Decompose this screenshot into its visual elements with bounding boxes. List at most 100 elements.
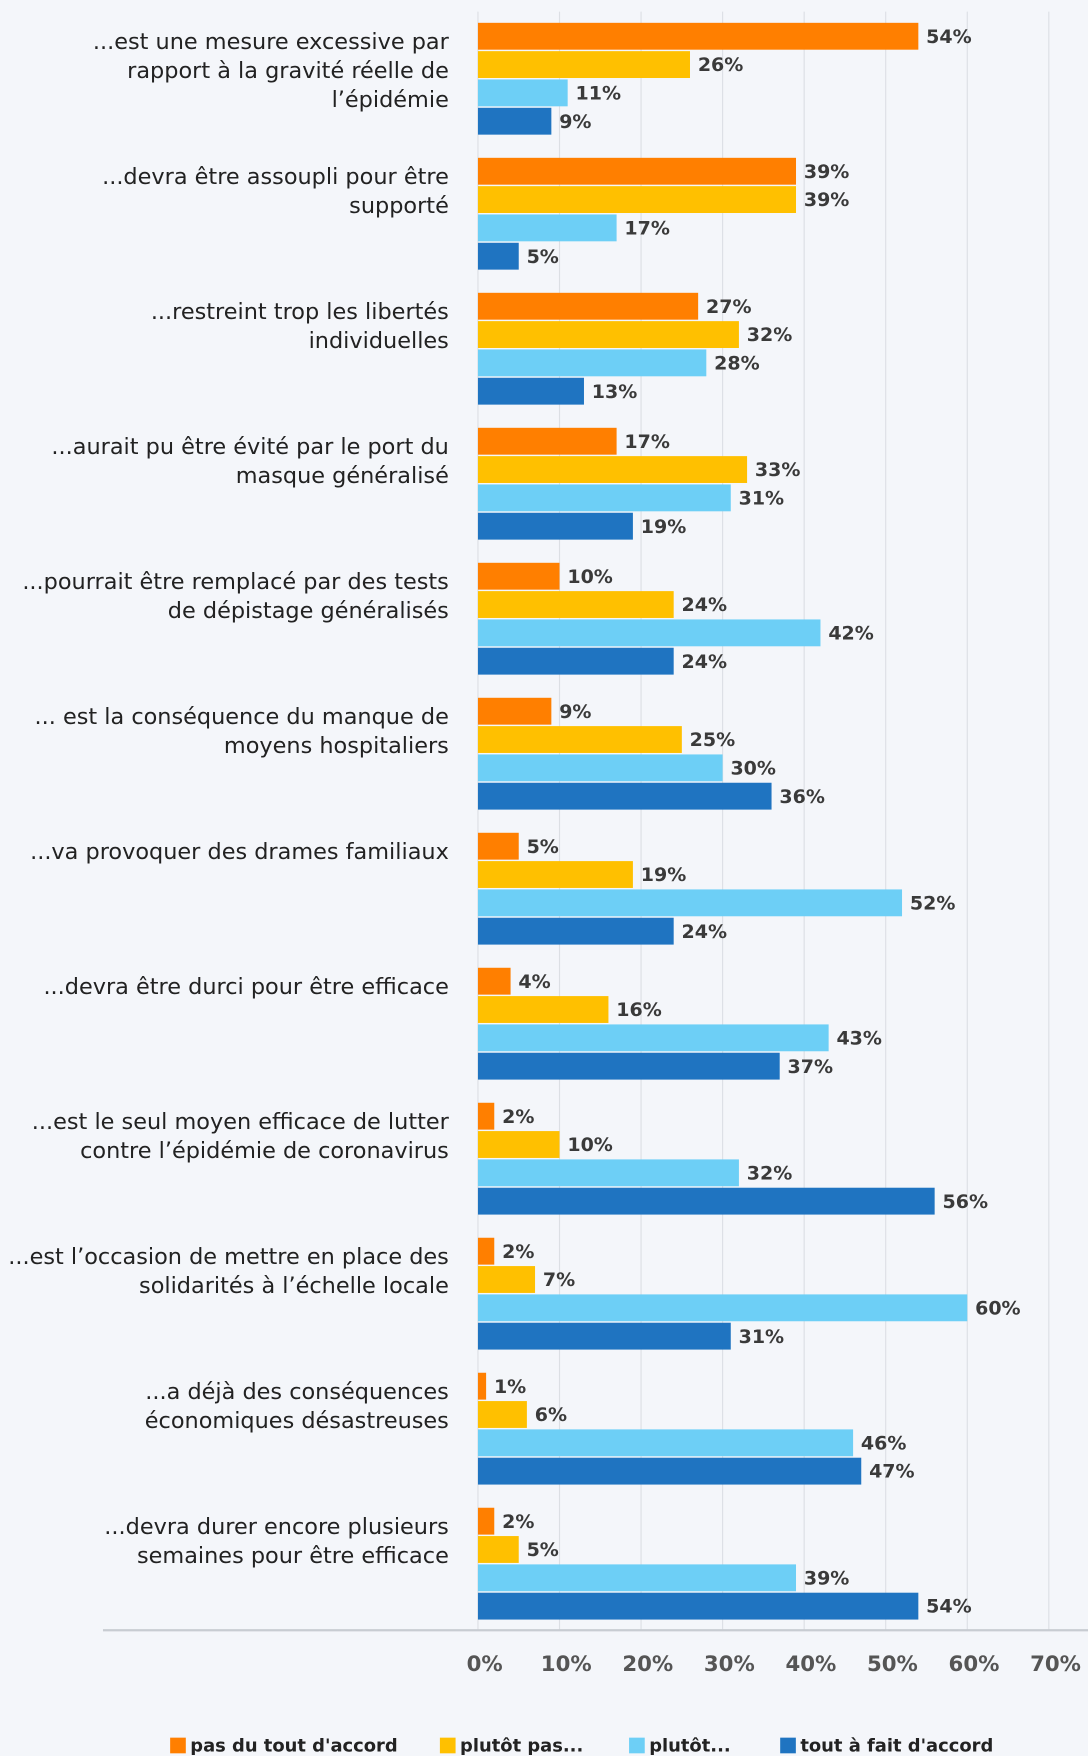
value-label: 4% — [518, 971, 550, 993]
x-tick-label: 30% — [704, 1652, 755, 1677]
bar — [477, 456, 748, 483]
value-label: 27% — [706, 296, 752, 318]
value-label: 46% — [861, 1432, 907, 1454]
bar — [477, 292, 699, 320]
value-label: 39% — [804, 1567, 850, 1589]
bar — [477, 349, 707, 377]
bar — [477, 1429, 854, 1457]
value-label: 32% — [747, 1162, 793, 1184]
category-label: ...devra être durci pour être efficace — [43, 973, 448, 999]
legend-label: plutôt... — [649, 1736, 730, 1756]
bar — [477, 754, 723, 782]
value-label: 39% — [804, 161, 850, 183]
value-label: 52% — [910, 892, 956, 914]
value-label: 54% — [926, 26, 972, 48]
value-label: 33% — [755, 459, 801, 481]
legend-swatch — [439, 1737, 456, 1754]
value-label: 31% — [739, 487, 785, 509]
legend-label: pas du tout d'accord — [190, 1736, 397, 1756]
bar — [477, 79, 568, 107]
x-tick-label: 70% — [1030, 1652, 1081, 1677]
bar — [477, 782, 772, 810]
bar — [477, 917, 674, 945]
bar — [477, 1131, 560, 1158]
bar — [477, 157, 797, 185]
bar — [477, 1266, 536, 1293]
category-label: ...devra être assoupli pour être supporté — [102, 163, 449, 218]
bar — [477, 889, 903, 917]
value-label: 13% — [592, 381, 638, 403]
value-label: 26% — [698, 54, 744, 76]
bar — [477, 1322, 731, 1350]
legend-swatch — [780, 1737, 796, 1754]
value-label: 36% — [779, 786, 825, 808]
value-label: 32% — [747, 324, 793, 346]
bar — [477, 512, 633, 540]
bar — [477, 1237, 495, 1265]
bar — [477, 1536, 519, 1563]
value-label: 17% — [624, 431, 670, 453]
bar — [477, 1372, 487, 1400]
value-label: 47% — [869, 1461, 915, 1483]
x-tick-label: 20% — [622, 1652, 673, 1677]
bar — [477, 967, 511, 995]
bar — [477, 214, 617, 242]
category-label: ...est une mesure excessive par rapport à… — [93, 28, 450, 112]
bar — [477, 647, 674, 675]
value-label: 10% — [567, 566, 613, 588]
legend-swatch — [170, 1737, 186, 1754]
value-label: 17% — [624, 218, 670, 240]
category-label: ...est l’occasion de mettre en place des… — [8, 1243, 449, 1298]
category-label: ...devra durer encore plusieurs semaines … — [104, 1513, 449, 1568]
value-label: 19% — [641, 864, 687, 886]
value-label: 9% — [559, 701, 591, 723]
bar — [477, 484, 731, 512]
legend-swatch — [629, 1737, 645, 1754]
bar — [477, 996, 609, 1023]
legend-label: plutôt pas... — [460, 1736, 583, 1756]
bar — [477, 1187, 935, 1215]
bar — [477, 1401, 527, 1428]
x-tick-label: 40% — [785, 1652, 836, 1677]
value-label: 16% — [616, 999, 662, 1021]
value-label: 30% — [730, 757, 776, 779]
x-tick-label: 10% — [541, 1652, 592, 1677]
bar — [477, 1024, 829, 1052]
value-label: 56% — [942, 1191, 988, 1213]
bar — [477, 1564, 797, 1592]
value-label: 24% — [682, 594, 728, 616]
value-label: 54% — [926, 1596, 972, 1618]
bar — [477, 1102, 495, 1130]
bar — [477, 562, 560, 590]
bar — [477, 107, 552, 135]
value-label: 37% — [788, 1056, 834, 1078]
value-label: 5% — [527, 246, 559, 268]
value-label: 9% — [559, 111, 591, 133]
bar — [477, 697, 552, 725]
value-label: 24% — [682, 921, 728, 943]
bar — [477, 832, 519, 860]
value-label: 7% — [543, 1269, 575, 1291]
value-label: 25% — [690, 729, 736, 751]
bar — [477, 1592, 919, 1620]
bar — [477, 726, 682, 753]
bar — [477, 51, 690, 79]
x-tick-label: 50% — [867, 1652, 918, 1677]
value-label: 5% — [527, 836, 559, 858]
bar — [477, 619, 821, 647]
legend-label: tout à fait d'accord — [800, 1736, 993, 1756]
value-label: 31% — [739, 1326, 785, 1348]
value-label: 11% — [576, 83, 622, 105]
bar — [477, 1294, 968, 1322]
value-label: 19% — [641, 516, 687, 538]
bar — [477, 242, 519, 270]
bar — [477, 186, 797, 213]
category-label: ...aurait pu être évité par le port du ma… — [51, 433, 448, 488]
value-label: 42% — [828, 622, 874, 644]
bar — [477, 377, 584, 405]
x-tick-label: 0% — [467, 1652, 503, 1677]
category-label: ...a déjà des conséquences économiques dé… — [145, 1378, 449, 1433]
value-label: 10% — [567, 1134, 613, 1156]
x-tick-label: 60% — [949, 1652, 1000, 1677]
